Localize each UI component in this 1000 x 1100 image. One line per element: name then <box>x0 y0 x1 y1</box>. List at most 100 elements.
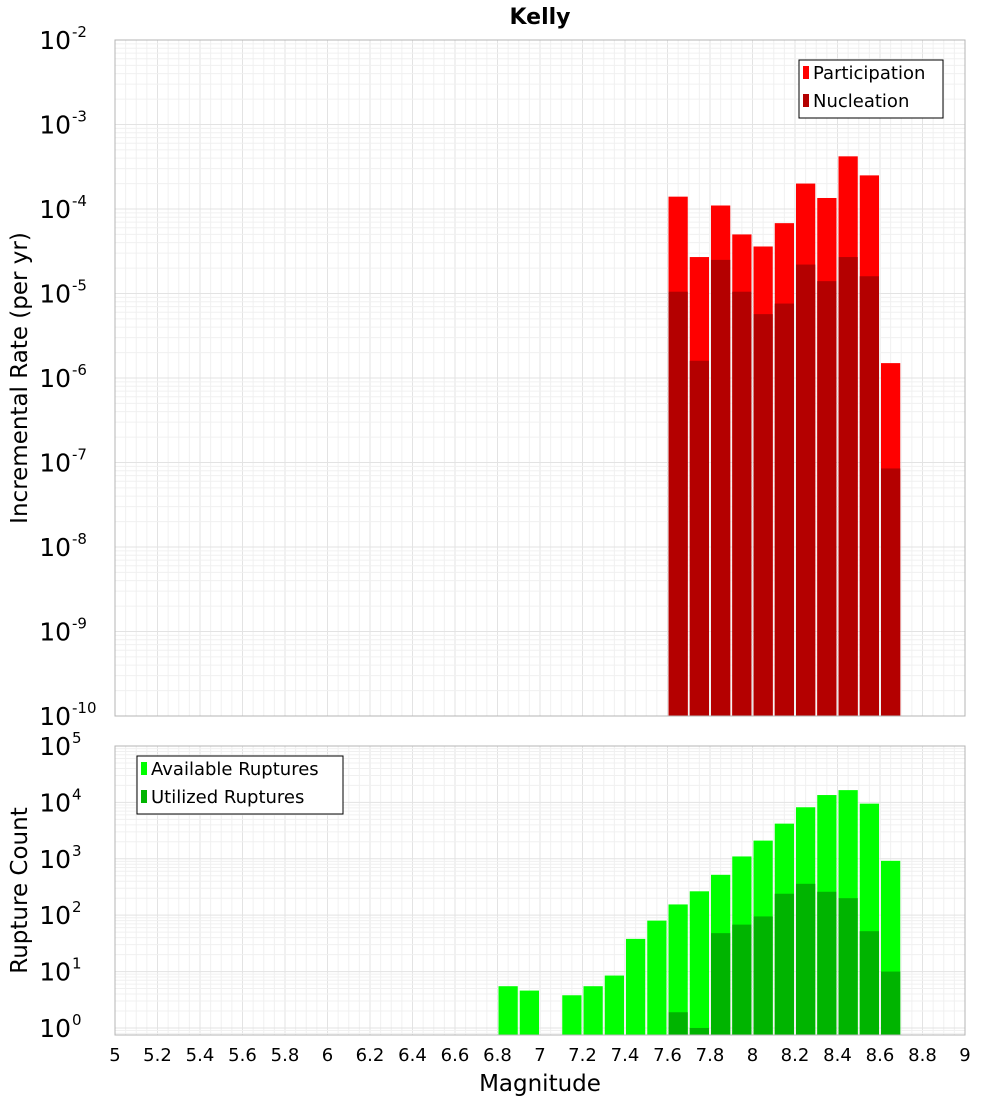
x-tick-label: 6.2 <box>356 1045 385 1066</box>
y-tick-exponent: -9 <box>72 615 87 633</box>
y-tick-exponent: 3 <box>72 842 82 860</box>
bar-secondary <box>774 893 794 1035</box>
y-tick-label: 10 <box>39 195 71 224</box>
x-tick-label: 7.6 <box>653 1045 682 1066</box>
plot-frame <box>114 39 966 717</box>
legend: Available Ruptures Utilized Ruptures <box>136 755 344 815</box>
bar-primary <box>668 904 688 1035</box>
y-tick-exponent: -10 <box>72 699 97 717</box>
y-tick-label: 10 <box>39 732 71 761</box>
bar-secondary <box>753 314 773 716</box>
bar-secondary <box>859 931 879 1035</box>
y-tick-label: 10 <box>39 533 71 562</box>
legend-swatch <box>803 66 809 79</box>
bar-primary <box>604 975 624 1035</box>
bar-secondary <box>838 257 858 716</box>
x-tick-labels: 5 5.2 5.4 5.6 5.8 6 6.2 6.4 6.6 6.8 7 7.2 7.4 7.6 7.8 8… <box>109 1045 970 1066</box>
bar-secondary <box>817 281 837 716</box>
x-tick-label: 7 <box>534 1045 545 1066</box>
bar-secondary <box>774 303 794 716</box>
bar-secondary <box>668 1012 688 1035</box>
bar-secondary <box>796 264 816 716</box>
x-tick-label: 5 <box>109 1045 120 1066</box>
legend-box <box>136 755 344 815</box>
y-tick-exponent: 5 <box>72 729 82 747</box>
y-tick-label: 10 <box>39 111 71 140</box>
x-tick-label: 8.8 <box>908 1045 937 1066</box>
x-tick-label: 9 <box>959 1045 970 1066</box>
bar-secondary <box>881 468 901 716</box>
x-tick-label: 6.8 <box>483 1045 512 1066</box>
bar-primary <box>647 920 667 1035</box>
x-tick-label: 7.4 <box>611 1045 640 1066</box>
bar-secondary <box>711 933 731 1035</box>
bar-primary <box>519 990 539 1035</box>
x-tick-label: 7.8 <box>696 1045 725 1066</box>
x-tick-label: 8.4 <box>823 1045 852 1066</box>
bar-secondary <box>689 360 709 716</box>
bars <box>668 156 901 717</box>
y-tick-label: 10 <box>39 280 71 309</box>
bar-secondary <box>817 891 837 1035</box>
x-tick-label: 6 <box>322 1045 333 1066</box>
y-tick-exponent: -8 <box>72 530 87 548</box>
y-tick-label: 10 <box>39 788 71 817</box>
y-tick-label: 10 <box>39 26 71 55</box>
x-tick-label: 7.2 <box>568 1045 597 1066</box>
y-tick-exponent: 0 <box>72 1011 82 1029</box>
legend-box <box>798 59 944 119</box>
y-tick-exponent: -4 <box>72 192 87 210</box>
x-tick-label: 5.2 <box>143 1045 172 1066</box>
legend-entry: Participation <box>813 63 925 84</box>
bar-primary <box>562 995 582 1035</box>
bar-secondary <box>859 276 879 716</box>
bar-secondary <box>668 291 688 716</box>
legend-entry: Utilized Ruptures <box>151 787 304 808</box>
bars <box>498 790 901 1035</box>
x-tick-label: 8.2 <box>781 1045 810 1066</box>
x-axis-label: Magnitude <box>479 1071 601 1097</box>
grid <box>114 39 966 717</box>
y-tick-exponent: -6 <box>72 361 87 379</box>
x-tick-label: 6.6 <box>441 1045 470 1066</box>
bar-primary <box>626 938 646 1035</box>
bar-secondary <box>732 924 752 1035</box>
y-tick-label: 10 <box>39 618 71 647</box>
legend-entry: Available Ruptures <box>151 759 319 780</box>
y-tick-exponent: -2 <box>72 23 87 41</box>
y-tick-label: 10 <box>39 449 71 478</box>
x-tick-label: 5.4 <box>186 1045 215 1066</box>
bar-secondary <box>689 1027 709 1035</box>
y-tick-label: 10 <box>39 1014 71 1043</box>
y-tick-exponent: -5 <box>72 277 87 295</box>
bar-secondary <box>881 971 901 1035</box>
x-tick-label: 5.6 <box>228 1045 257 1066</box>
y-axis-label: Incremental Rate (per yr) <box>7 232 33 524</box>
legend-entry: Nucleation <box>813 91 909 112</box>
x-tick-label: 6.4 <box>398 1045 427 1066</box>
legend: Participation Nucleation <box>798 59 944 119</box>
x-tick-label: 8 <box>747 1045 758 1066</box>
plot-frame <box>114 745 966 1036</box>
y-tick-exponent: -3 <box>72 108 87 126</box>
legend-swatch <box>141 762 147 775</box>
bar-primary <box>689 891 709 1035</box>
y-axis-label: Rupture Count <box>7 807 33 973</box>
y-tick-label: 10 <box>39 702 71 731</box>
y-tick-label: 10 <box>39 364 71 393</box>
bar-primary <box>583 986 603 1035</box>
legend-swatch <box>803 94 809 107</box>
y-tick-exponent: 2 <box>72 898 82 916</box>
bar-primary <box>498 986 518 1035</box>
y-tick-exponent: 4 <box>72 785 82 803</box>
y-tick-exponent: 1 <box>72 955 82 973</box>
y-tick-label: 10 <box>39 958 71 987</box>
bar-secondary <box>796 883 816 1035</box>
chart-title: Kelly <box>509 5 570 30</box>
